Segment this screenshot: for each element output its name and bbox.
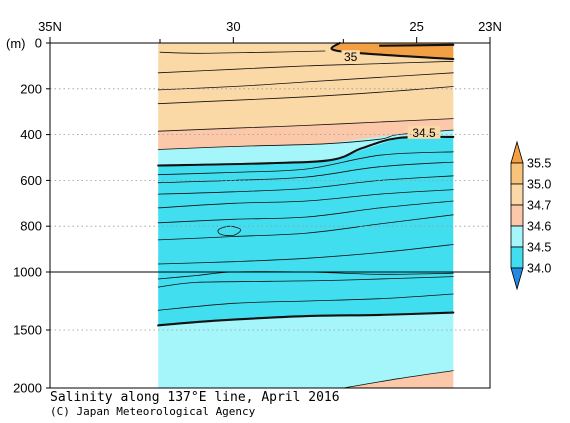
fill-band-s-34-0-34-5: [158, 136, 454, 326]
fill-band-s-35-0-35-5: [332, 43, 454, 59]
y-tick-label-0: 0: [35, 36, 42, 51]
legend-swatch-1: [510, 183, 524, 206]
plot-frame: [49, 42, 491, 389]
y-tick-label-200: 200: [20, 81, 42, 96]
salinity-contours: [157, 41, 455, 389]
contour-34-5: [157, 311, 455, 327]
salinity-fill-bands: [158, 43, 454, 388]
contour-34-2: [157, 276, 454, 288]
contour-34-15: [157, 214, 454, 241]
legend-swatch-4: [510, 246, 524, 269]
contour-34-7: [157, 118, 454, 132]
y-tick-label-1000: 1000: [13, 265, 42, 280]
contour-label-backing: [341, 50, 360, 64]
color-legend: 35.5 35.0 34.7 34.6 34.5 34.0: [510, 140, 551, 291]
depth-gridlines: [50, 88, 490, 331]
depth-unit-label: (m): [6, 36, 26, 51]
fill-band-s-34-6-34-7: [158, 118, 454, 150]
y-tick-label-800: 800: [20, 219, 42, 234]
y-tick-label-1500: 1500: [13, 323, 42, 338]
legend-label-34-7: 34.7: [527, 199, 551, 213]
contour-34-9: [159, 50, 326, 54]
legend-label-34-0: 34.0: [527, 262, 551, 276]
contour-labels: 35 34.5: [341, 50, 441, 140]
contour-34-3: [157, 175, 454, 195]
plot-border: [49, 42, 491, 389]
legend-label-35-0: 35.0: [527, 178, 551, 192]
fill-band-s-34-5-34-6: [158, 312, 454, 388]
contour-34-8: [157, 86, 454, 105]
y-tick-label-400: 400: [20, 127, 42, 142]
legend-swatch-0: [510, 162, 524, 185]
x-axis: 35N 30 25 23N: [38, 19, 502, 43]
contour-34-6: [342, 370, 454, 389]
contour-34-5: [157, 135, 455, 167]
y-tick-label-600: 600: [20, 173, 42, 188]
contour-label-35-0: 35: [344, 50, 358, 64]
legend-swatch-3: [510, 225, 524, 248]
contour-34-9: [157, 60, 454, 74]
contour-34-4: [157, 151, 454, 176]
y-axis: 0 200 400 600 800 1000 1500 2000: [13, 36, 50, 396]
x-tick-label-30: 30: [226, 19, 240, 34]
contour-34-8: [157, 72, 454, 91]
legend-label-35-5: 35.5: [527, 157, 551, 171]
contour-34-6: [157, 129, 454, 150]
y-tick-label-2000: 2000: [13, 381, 42, 396]
legend-cap-low: [510, 267, 524, 291]
contour-34-2: [157, 200, 454, 224]
contour-label-34-5: 34.5: [412, 126, 436, 140]
legend-label-34-6: 34.6: [527, 220, 551, 234]
contour-label-backing: [407, 125, 441, 139]
contour-35-5: [378, 43, 455, 47]
fill-band-s-34-7-35-0: [158, 43, 454, 132]
x-tick-label-35: 35N: [38, 19, 62, 34]
contour-34-1: [157, 244, 454, 265]
legend-swatch-2: [510, 204, 524, 227]
x-tick-label-25: 25: [409, 19, 423, 34]
x-tick-label-23: 23N: [478, 19, 502, 34]
credit-line: (C) Japan Meteorological Agency: [50, 405, 256, 418]
legend-cap-high: [510, 140, 524, 164]
chart-title: Salinity along 137°E line, April 2016: [50, 390, 340, 405]
contour-34-25: [157, 189, 454, 209]
contour-34-35: [157, 161, 454, 184]
contour-34-2: [217, 225, 242, 237]
legend-label-34-5: 34.5: [527, 241, 551, 255]
contour-34-3: [157, 293, 454, 311]
